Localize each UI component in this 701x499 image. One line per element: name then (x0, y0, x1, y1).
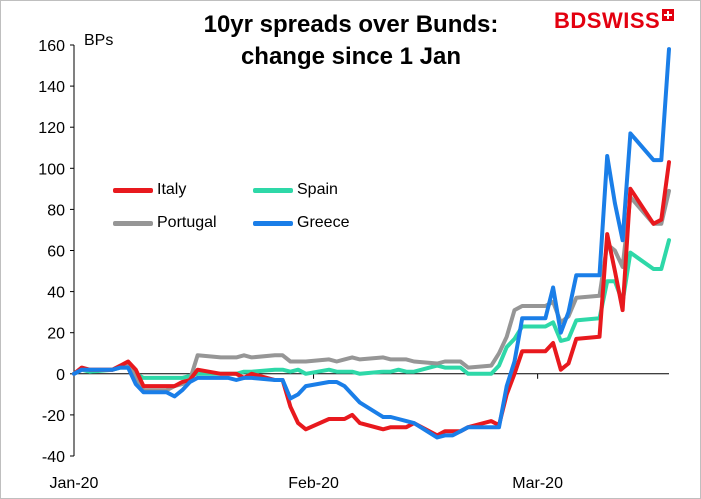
series-line-spain (72, 238, 671, 380)
x-tick-label: Jan-20 (50, 475, 99, 492)
legend-swatch-spain (253, 187, 293, 193)
y-tick-label: 80 (47, 202, 65, 219)
brand-logo: BDSWISS (554, 8, 675, 33)
legend-label-spain: Spain (297, 181, 338, 198)
y-tick-label: 60 (47, 244, 65, 261)
legend-label-greece: Greece (297, 214, 350, 231)
chart-title-line-1: 10yr spreads over Bunds: (203, 11, 499, 38)
y-tick-label: 0 (56, 367, 65, 384)
plus-badge-icon (662, 9, 675, 21)
chart-title-line-2: change since 1 Jan (240, 43, 462, 70)
legend-item-greece: Greece (253, 214, 349, 232)
legend-swatch-portugal (113, 220, 153, 226)
legend-label-italy: Italy (157, 181, 187, 198)
y-tick-label: -20 (42, 408, 65, 425)
x-tick-label: Feb-20 (288, 475, 339, 492)
legend-label-portugal: Portugal (157, 214, 217, 231)
y-tick-label: -40 (42, 449, 65, 466)
y-tick-label: 120 (38, 120, 65, 137)
brand-logo-text: BDSWISS (554, 8, 661, 33)
x-tick-label: Mar-20 (512, 475, 563, 492)
legend-swatch-italy (113, 187, 153, 193)
y-tick-label: 100 (38, 161, 65, 178)
y-tick-label: 160 (38, 38, 65, 55)
y-tick-label: 140 (38, 79, 65, 96)
legend-swatch-greece (253, 220, 293, 226)
legend-item-spain: Spain (253, 181, 338, 199)
y-tick-label: 20 (47, 326, 65, 343)
y-axis-label: BPs (84, 32, 114, 49)
y-tick-label: 40 (47, 285, 65, 302)
series-line-italy (72, 160, 671, 438)
legend-item-italy: Italy (113, 181, 186, 199)
series-line-greece (72, 47, 671, 440)
legend-item-portugal: Portugal (113, 214, 217, 232)
